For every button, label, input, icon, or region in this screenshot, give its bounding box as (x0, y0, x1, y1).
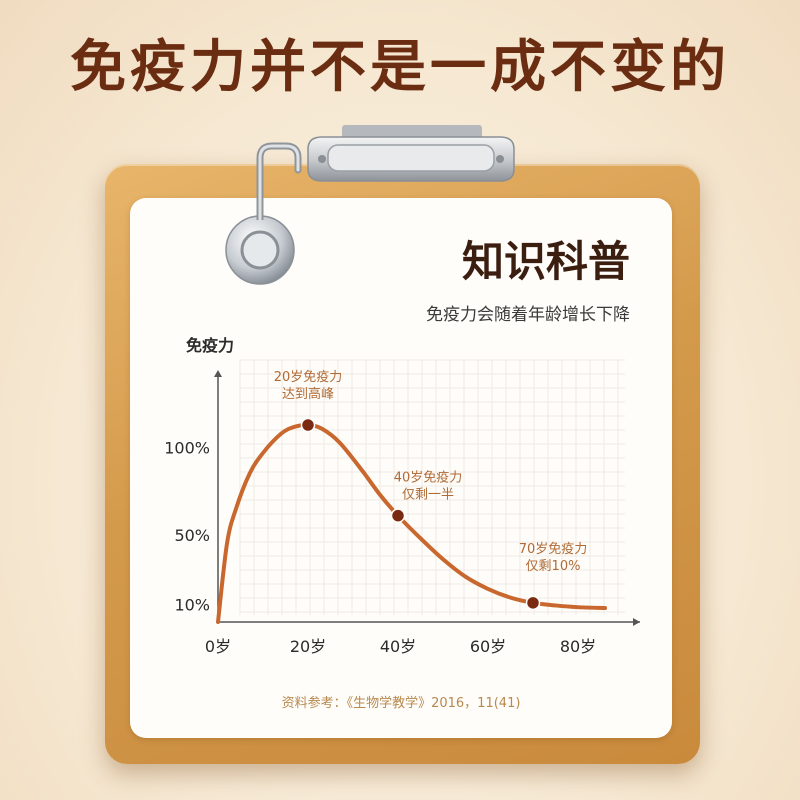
card-title: 知识科普 (461, 237, 630, 286)
data-point (390, 508, 406, 523)
y-tick-label: 100% (164, 439, 210, 458)
clip-icon (307, 125, 515, 182)
x-tick-label: 60岁 (470, 637, 506, 656)
immunity-curve (216, 422, 607, 624)
x-tick-label: 80岁 (560, 637, 596, 656)
y-axis-arrow (214, 370, 222, 377)
chart-grid (239, 359, 625, 615)
ring-pin-icon (225, 212, 295, 285)
data-point (300, 417, 316, 433)
data-point-annotation: 70岁免疫力 (519, 541, 588, 557)
x-tick-label: 0岁 (205, 637, 231, 656)
y-axis-label: 免疫力 (186, 336, 235, 355)
clip-wire (256, 142, 302, 220)
y-tick-label: 10% (174, 596, 210, 615)
x-tick-label: 20岁 (290, 637, 326, 656)
source-note: 资料参考：《生物学教学》2016，11(41) (281, 696, 521, 711)
x-axis-arrow (633, 618, 640, 626)
card-subtitle: 免疫力会随着年龄增长下降 (426, 305, 630, 325)
data-point (525, 595, 541, 611)
data-point-annotation: 20岁免疫力 (274, 369, 343, 385)
x-tick-label: 40岁 (380, 637, 416, 656)
chart-series (216, 422, 607, 624)
data-point-annotation: 仅剩一半 (402, 488, 454, 503)
headline: 免疫力并不是一成不变的 (70, 35, 730, 100)
chart-axes: 0岁 20岁 40岁 60岁 80岁 10% 50% 100% (164, 370, 640, 656)
y-tick-label: 50% (174, 526, 210, 545)
data-point-annotation: 仅剩10% (526, 559, 581, 574)
data-point-annotation: 达到高峰 (282, 386, 334, 402)
paper-sheet (130, 198, 672, 738)
data-point-annotation: 40岁免疫力 (394, 470, 463, 486)
